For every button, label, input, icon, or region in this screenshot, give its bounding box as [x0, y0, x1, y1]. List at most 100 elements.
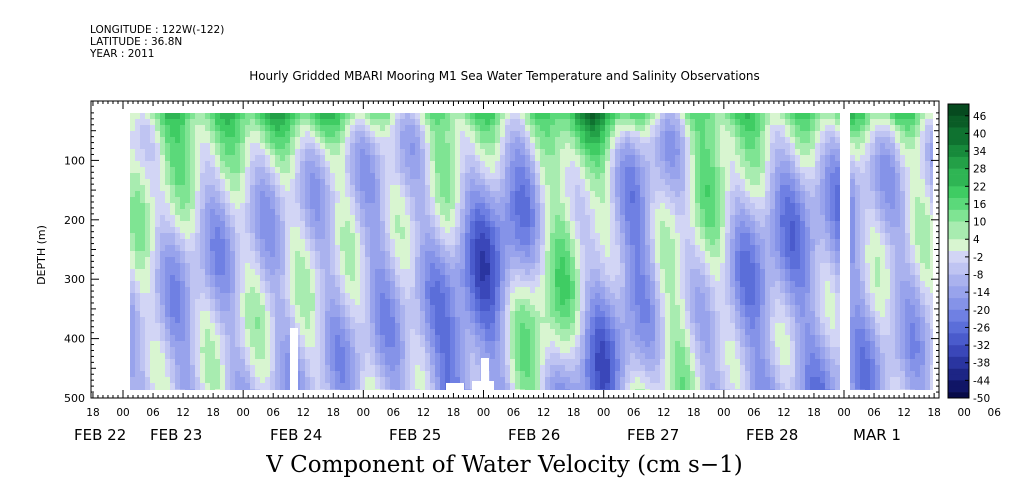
heatmap-cell	[255, 287, 260, 293]
heatmap-cell	[360, 185, 365, 191]
heatmap-cell	[395, 389, 400, 390]
heatmap-cell	[200, 365, 205, 371]
heatmap-cell	[275, 365, 280, 371]
heatmap-cell	[240, 185, 245, 191]
heatmap-cell	[310, 347, 315, 353]
heatmap-cell	[275, 197, 280, 203]
heatmap-cell	[455, 245, 460, 251]
heatmap-cell	[315, 347, 320, 353]
heatmap-cell	[265, 203, 270, 209]
heatmap-cell	[395, 287, 400, 293]
heatmap-cell	[625, 323, 630, 329]
heatmap-cell	[415, 233, 420, 239]
heatmap-cell	[335, 131, 340, 137]
heatmap-cell	[435, 119, 440, 125]
heatmap-cell	[320, 209, 325, 215]
heatmap-cell	[215, 257, 220, 263]
heatmap-cell	[190, 275, 195, 281]
heatmap-cell	[355, 221, 360, 227]
heatmap-cell	[155, 299, 160, 305]
heatmap-cell	[550, 155, 555, 161]
heatmap-cell	[435, 281, 440, 287]
heatmap-cell	[170, 353, 175, 359]
heatmap-cell	[635, 203, 640, 209]
heatmap-cell	[130, 155, 135, 161]
heatmap-cell	[365, 155, 370, 161]
heatmap-cell	[210, 335, 215, 341]
heatmap-cell	[375, 155, 380, 161]
heatmap-cell	[380, 359, 385, 365]
heatmap-cell	[340, 281, 345, 287]
heatmap-cell	[510, 389, 515, 390]
heatmap-cell	[475, 227, 480, 233]
heatmap-cell	[150, 239, 155, 245]
heatmap-cell	[630, 149, 635, 155]
heatmap-cell	[230, 323, 235, 329]
heatmap-cell	[500, 215, 505, 221]
heatmap-cell	[410, 227, 415, 233]
heatmap-cell	[370, 299, 375, 305]
heatmap-cell	[570, 317, 575, 323]
heatmap-cell	[355, 257, 360, 263]
heatmap-cell	[240, 389, 245, 390]
heatmap-cell	[210, 365, 215, 371]
heatmap-cell	[130, 359, 135, 365]
heatmap-cell	[575, 125, 580, 131]
heatmap-cell	[435, 263, 440, 269]
heatmap-cell	[350, 281, 355, 287]
heatmap-cell	[630, 143, 635, 149]
heatmap-cell	[655, 383, 660, 389]
heatmap-cell	[510, 263, 515, 269]
heatmap-cell	[335, 347, 340, 353]
heatmap-cell	[570, 377, 575, 383]
heatmap-cell	[560, 341, 565, 347]
heatmap-cell	[365, 221, 370, 227]
heatmap-cell	[230, 317, 235, 323]
heatmap-cell	[545, 299, 550, 305]
heatmap-cell	[295, 221, 300, 227]
heatmap-cell	[305, 359, 310, 365]
heatmap-cell	[205, 389, 210, 390]
heatmap-cell	[195, 209, 200, 215]
heatmap-cell	[495, 233, 500, 239]
heatmap-cell	[265, 179, 270, 185]
heatmap-cell	[130, 167, 135, 173]
heatmap-cell	[270, 209, 275, 215]
heatmap-cell	[185, 179, 190, 185]
heatmap-cell	[310, 131, 315, 137]
heatmap-cell	[500, 323, 505, 329]
heatmap-cell	[445, 167, 450, 173]
heatmap-cell	[250, 389, 255, 390]
heatmap-cell	[140, 173, 145, 179]
heatmap-cell	[140, 197, 145, 203]
heatmap-cell	[600, 311, 605, 317]
heatmap-cell	[475, 257, 480, 263]
heatmap-cell	[595, 233, 600, 239]
heatmap-cell	[555, 143, 560, 149]
heatmap-cell	[450, 269, 455, 275]
heatmap-cell	[275, 287, 280, 293]
heatmap-cell	[655, 215, 660, 221]
heatmap-cell	[620, 275, 625, 281]
heatmap-cell	[300, 233, 305, 239]
heatmap-cell	[660, 113, 665, 119]
heatmap-cell	[185, 251, 190, 257]
heatmap-cell	[565, 203, 570, 209]
heatmap-cell	[535, 329, 540, 335]
heatmap-cell	[420, 173, 425, 179]
heatmap-cell	[410, 119, 415, 125]
heatmap-cell	[445, 191, 450, 197]
heatmap-cell	[220, 371, 225, 377]
heatmap-cell	[315, 281, 320, 287]
heatmap-cell	[630, 341, 635, 347]
heatmap-cell	[640, 221, 645, 227]
heatmap-cell	[315, 251, 320, 257]
heatmap-cell	[260, 233, 265, 239]
heatmap-cell	[330, 131, 335, 137]
heatmap-cell	[150, 221, 155, 227]
heatmap-cell	[385, 389, 390, 390]
heatmap-cell	[475, 191, 480, 197]
heatmap-cell	[440, 257, 445, 263]
heatmap-cell	[555, 365, 560, 371]
heatmap-cell	[190, 287, 195, 293]
